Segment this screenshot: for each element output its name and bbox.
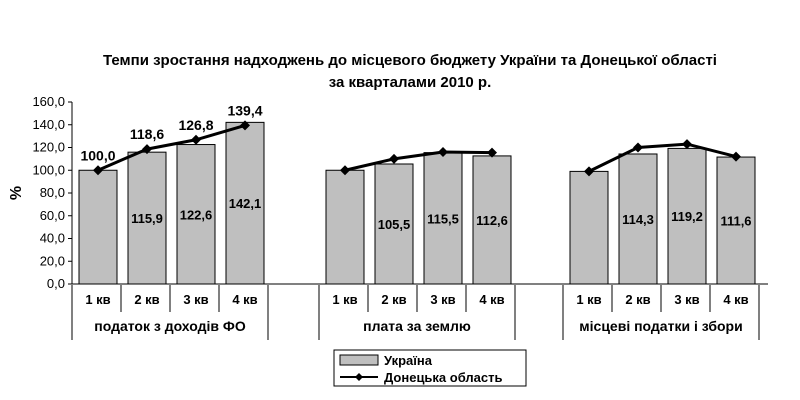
bar-data-label: 112,6 [476, 213, 508, 228]
line-point-marker [93, 165, 103, 176]
bar-data-label: 119,2 [671, 209, 703, 224]
x-tick-label: 2 кв [134, 292, 159, 307]
line-point-marker [142, 144, 152, 155]
line-point-marker [682, 139, 692, 150]
line-point-marker [240, 120, 250, 131]
line-data-label: 126,8 [178, 117, 213, 133]
line-point-marker [584, 166, 594, 177]
line-point-marker [633, 142, 643, 153]
y-tick-label: 0,0 [47, 276, 65, 291]
group-label: плата за землю [363, 318, 471, 334]
line-point-marker [731, 151, 741, 162]
bar-ukraine [374, 163, 414, 285]
legend-label-ukraine: Україна [384, 353, 433, 368]
bar-ukraine [472, 155, 512, 285]
bar-ukraine [667, 147, 707, 285]
y-tick-label: 40,0 [40, 231, 65, 246]
bar-ukraine [225, 121, 265, 285]
y-tick-label: 20,0 [40, 253, 65, 268]
x-tick-label: 4 кв [723, 292, 748, 307]
x-tick-label: 4 кв [232, 292, 257, 307]
line-point-marker [340, 165, 350, 176]
line-point-marker [438, 147, 448, 158]
bar-ukraine [78, 169, 118, 285]
bar-ukraine [618, 153, 658, 285]
bar-data-label: 115,5 [427, 211, 459, 226]
chart-title: Темпи зростання надходжень до місцевого … [103, 52, 717, 69]
legend-swatch-bar [339, 354, 379, 366]
bar-ukraine [176, 144, 216, 285]
bar-data-label: 111,6 [720, 214, 751, 229]
bar-data-label: 115,9 [131, 211, 163, 226]
x-tick-label: 1 кв [576, 292, 601, 307]
legend-swatch-marker [355, 373, 363, 381]
bar-ukraine [127, 151, 167, 285]
line-point-marker [487, 147, 497, 158]
y-tick-label: 140,0 [32, 117, 65, 132]
y-axis-label: % [8, 186, 25, 200]
group-label: місцеві податки і збори [579, 318, 742, 334]
line-data-label: 100,0 [80, 147, 115, 163]
bar-ukraine [325, 169, 365, 285]
bar-ukraine [423, 152, 463, 285]
y-tick-label: 60,0 [40, 208, 65, 223]
legend-label-donetsk: Донецька область [384, 370, 503, 385]
bar-data-label: 142,1 [229, 196, 262, 211]
line-donetsk [97, 123, 246, 172]
bar-ukraine [716, 156, 756, 285]
bar-data-label: 105,5 [378, 217, 411, 232]
line-data-label: 139,4 [227, 102, 262, 118]
x-tick-label: 1 кв [85, 292, 110, 307]
line-point-marker [191, 134, 201, 145]
chart-subtitle: за кварталами 2010 р. [328, 74, 492, 91]
y-tick-label: 160,0 [32, 94, 65, 109]
line-donetsk [344, 150, 493, 172]
x-tick-label: 3 кв [430, 292, 455, 307]
bar-data-label: 114,3 [622, 212, 654, 227]
y-tick-label: 100,0 [32, 162, 65, 177]
group-label: податок з доходів ФО [94, 318, 246, 334]
x-tick-label: 3 кв [674, 292, 699, 307]
y-tick-label: 80,0 [40, 185, 65, 200]
x-tick-label: 4 кв [479, 292, 504, 307]
line-data-label: 118,6 [130, 126, 164, 142]
y-tick-label: 120,0 [32, 140, 65, 155]
line-donetsk [588, 142, 737, 173]
x-tick-label: 2 кв [381, 292, 406, 307]
line-point-marker [389, 153, 399, 164]
bar-data-label: 122,6 [180, 207, 213, 222]
x-tick-label: 1 кв [332, 292, 357, 307]
bar-ukraine [569, 170, 609, 285]
x-tick-label: 3 кв [183, 292, 208, 307]
x-tick-label: 2 кв [625, 292, 650, 307]
